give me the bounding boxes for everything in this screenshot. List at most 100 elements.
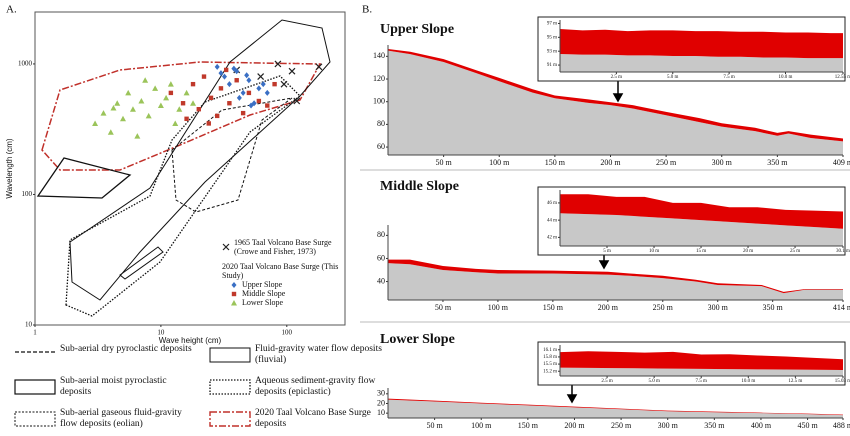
x-tick-label: 409 m: [833, 158, 850, 167]
x-tick-label: 12.55 m: [835, 75, 850, 80]
point: [234, 78, 239, 83]
y-tick-label: 15.5 m: [543, 362, 557, 367]
x-axis-label: Wave height (cm): [159, 336, 222, 345]
x-tick-label: 150 m: [518, 421, 539, 430]
x-tick-label: 50 m: [436, 158, 453, 167]
legend-item: 1965 Taal Volcano Base Surge (Crowe and …: [222, 238, 352, 256]
point: [100, 110, 107, 116]
field-2020: [41, 61, 322, 171]
point: [134, 133, 141, 139]
x-tick-label: 100 m: [488, 303, 509, 312]
point: [190, 81, 196, 87]
ground-area: [388, 399, 843, 418]
x-tick-label: 7.5 m: [696, 379, 708, 384]
legend: 1965 Taal Volcano Base Surge (Crowe and …: [222, 238, 352, 307]
point: [221, 73, 227, 80]
ground-area: [560, 53, 843, 72]
y-tick-label: 30: [377, 389, 385, 398]
y-tick-label: 10: [25, 321, 33, 329]
legend-item: Lower Slope: [230, 298, 352, 307]
point: [223, 67, 229, 73]
ground-area: [388, 263, 843, 300]
point: [157, 102, 164, 109]
point: [288, 67, 296, 75]
point: [257, 73, 265, 81]
point: [214, 113, 220, 119]
point: [184, 116, 189, 121]
x-tick-label: 10.0 m: [741, 379, 755, 384]
x-tick-label: 15 m: [696, 249, 706, 254]
plot-frame: [34, 11, 346, 326]
point: [206, 121, 211, 126]
legend-label: Lower Slope: [242, 298, 284, 307]
x-tick-label: 5.0 m: [648, 379, 660, 384]
legend-samples: [14, 347, 251, 427]
field-legend-text: Sub-aerial moist pyroclastic deposits: [60, 376, 167, 397]
point: [248, 102, 254, 109]
x-tick-label: 200 m: [564, 421, 585, 430]
point: [244, 72, 250, 79]
x-tick-label: 250 m: [653, 303, 674, 312]
x-tick-label: 5 m: [603, 249, 611, 254]
x-tick-label: 10: [157, 329, 165, 337]
y-tick-label: 80: [377, 230, 385, 239]
point: [167, 81, 174, 87]
field-legend-text: Sub-aerial dry pyroclastic deposits: [60, 344, 192, 354]
point: [256, 98, 262, 104]
y-tick-label: 97 m: [547, 22, 557, 27]
point: [231, 299, 237, 305]
y-tick-label: 44 m: [547, 218, 557, 223]
point: [183, 89, 190, 96]
x-tick-label: 2.5 m: [611, 75, 623, 80]
legend-marker: [222, 243, 230, 251]
x-tick-label: 12.5 m: [788, 379, 802, 384]
deposit-area: [560, 194, 843, 229]
point: [293, 97, 301, 105]
panel-label: B.: [362, 4, 372, 16]
point: [240, 110, 246, 116]
x-tick-label: 488 m: [833, 421, 850, 430]
point: [163, 94, 170, 101]
subplot-title: Middle Slope: [380, 179, 459, 194]
point: [264, 89, 270, 96]
point: [231, 281, 237, 288]
point: [265, 103, 270, 108]
x-tick-label: 350 m: [763, 303, 784, 312]
y-tick-label: 42 m: [547, 236, 557, 241]
x-tick-label: 10.0 m: [779, 75, 793, 80]
deposit-area: [388, 48, 843, 142]
field-dry: [36, 157, 132, 199]
x-tick-label: 1: [33, 329, 37, 337]
deposit-area: [560, 29, 843, 59]
point: [168, 90, 174, 96]
point: [107, 129, 114, 135]
legend-label: Middle Slope: [242, 289, 286, 298]
point: [222, 243, 230, 251]
y-tick-label: 10: [377, 408, 385, 417]
deposit-area: [388, 398, 843, 416]
point: [256, 85, 262, 92]
ground-area: [560, 213, 843, 246]
y-tick-label: 95 m: [547, 35, 557, 40]
field-eolian-aqueous: [65, 75, 302, 317]
inset-arrows: [566, 80, 624, 404]
x-tick-label: 150 m: [543, 303, 564, 312]
panel-label: A.: [6, 4, 17, 16]
point: [240, 89, 246, 96]
legend-label: 1965 Taal Volcano Base Surge (Crowe and …: [234, 238, 332, 256]
point: [119, 115, 126, 122]
field-legend-text: Fluid-gravity water flow deposits (fluvi…: [255, 344, 382, 365]
x-tick-label: 10 m: [649, 249, 659, 254]
x-tick-label: 2.5 m: [601, 379, 613, 384]
point: [114, 100, 121, 106]
deposit-area: [560, 351, 843, 371]
y-tick-label: 120: [373, 74, 385, 83]
legend-marker: [231, 299, 237, 305]
point: [138, 98, 145, 104]
x-tick-label: 450 m: [797, 421, 818, 430]
y-tick-label: 93 m: [547, 49, 557, 54]
legend-title: 2020 Taal Volcano Base Surge (This Study…: [222, 262, 339, 280]
deposit-area: [388, 259, 843, 294]
point: [180, 101, 186, 106]
